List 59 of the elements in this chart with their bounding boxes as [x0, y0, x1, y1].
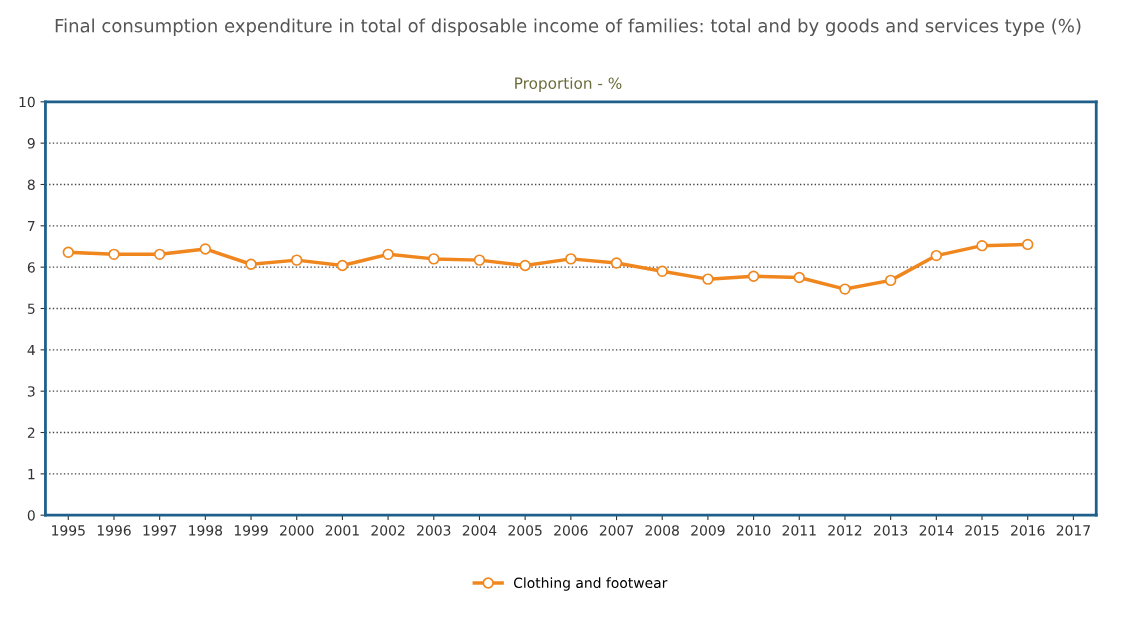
y-tick-label: 2: [27, 427, 35, 438]
y-tick-label: 3: [27, 386, 35, 397]
point: [565, 253, 577, 265]
point: [656, 265, 668, 277]
point: [153, 248, 166, 261]
point: [839, 283, 851, 295]
y-tick-label: 7: [28, 220, 35, 232]
point: [1022, 238, 1034, 251]
point: [702, 273, 714, 285]
point: [747, 270, 760, 282]
point: [610, 257, 623, 269]
x-tick-label: 2008: [645, 525, 679, 536]
y-tick-label: 10: [19, 96, 35, 108]
point: [108, 248, 120, 261]
x-tick-label: 1995: [52, 525, 85, 536]
x-tick-label: 2010: [736, 525, 771, 536]
x-tick-label: 2013: [873, 525, 908, 536]
point: [976, 239, 988, 252]
chart-title: Final consumption expenditure in total of disposable income of families: total and by goods and services type (%): [55, 18, 1081, 36]
point: [382, 248, 394, 261]
y-tick-label: 8: [27, 179, 35, 190]
point: [930, 249, 943, 262]
point: [199, 243, 212, 255]
point: [291, 254, 303, 266]
x-tick-label: 2004: [462, 525, 497, 536]
x-tick-label: 2012: [828, 525, 862, 536]
x-tick-label: 2003: [417, 525, 451, 536]
point: [884, 274, 897, 287]
x-tick-label: 1999: [234, 525, 268, 536]
x-tick-label: 2017: [1056, 525, 1090, 536]
x-tick-label: 2001: [325, 525, 359, 536]
y-tick-label: 9: [27, 138, 35, 149]
x-tick-label: 1997: [143, 525, 177, 536]
x-tick-label: 2015: [965, 525, 999, 536]
point: [62, 246, 74, 258]
x-tick-label: 2000: [280, 525, 314, 536]
y-tick-label: 0: [27, 510, 35, 521]
y-tick-label: 4: [27, 344, 35, 356]
x-tick-label: 2005: [508, 525, 542, 536]
x-tick-label: 2009: [691, 525, 725, 536]
x-tick-label: 2006: [554, 525, 588, 536]
x-tick-label: 2016: [1011, 525, 1045, 536]
x-tick-label: 2014: [919, 525, 954, 536]
point: [245, 258, 257, 270]
y-tick-label: 6: [27, 262, 35, 273]
point: [473, 254, 486, 266]
x-tick-label: 1996: [97, 525, 131, 536]
point: [793, 271, 805, 284]
y-tick-label: 5: [27, 303, 35, 314]
y-tick-label: 1: [28, 469, 35, 480]
x-tick-label: 2007: [599, 525, 634, 536]
point: [519, 259, 531, 272]
point: [336, 259, 349, 272]
x-tick-label: 1998: [189, 525, 223, 536]
point: [428, 253, 440, 265]
legend-label: Clothing and footwear: [513, 577, 668, 591]
chart-subtitle: Proportion - %: [515, 77, 622, 92]
x-tick-label: 2011: [782, 525, 816, 536]
x-tick-label: 2002: [371, 525, 405, 536]
